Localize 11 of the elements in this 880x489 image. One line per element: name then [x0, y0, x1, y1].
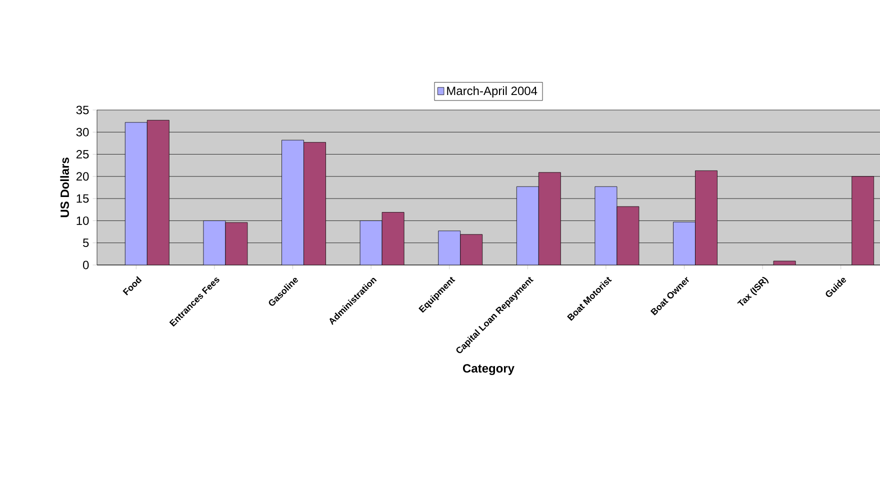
y-tick-label: 35	[76, 106, 89, 114]
y-axis-title: US Dollars	[60, 158, 69, 218]
y-tick-label: 30	[76, 128, 89, 136]
y-tick-label: 0	[83, 260, 89, 270]
y-tick-label: 5	[83, 238, 89, 248]
legend-label: March-April 2004	[447, 86, 538, 98]
x-axis-title: Category	[462, 364, 514, 376]
y-tick-label: 10	[76, 216, 89, 225]
y-tick-label: 15	[76, 194, 89, 203]
y-tick-label: 25	[76, 150, 89, 159]
y-tick-label: 20	[76, 172, 89, 181]
